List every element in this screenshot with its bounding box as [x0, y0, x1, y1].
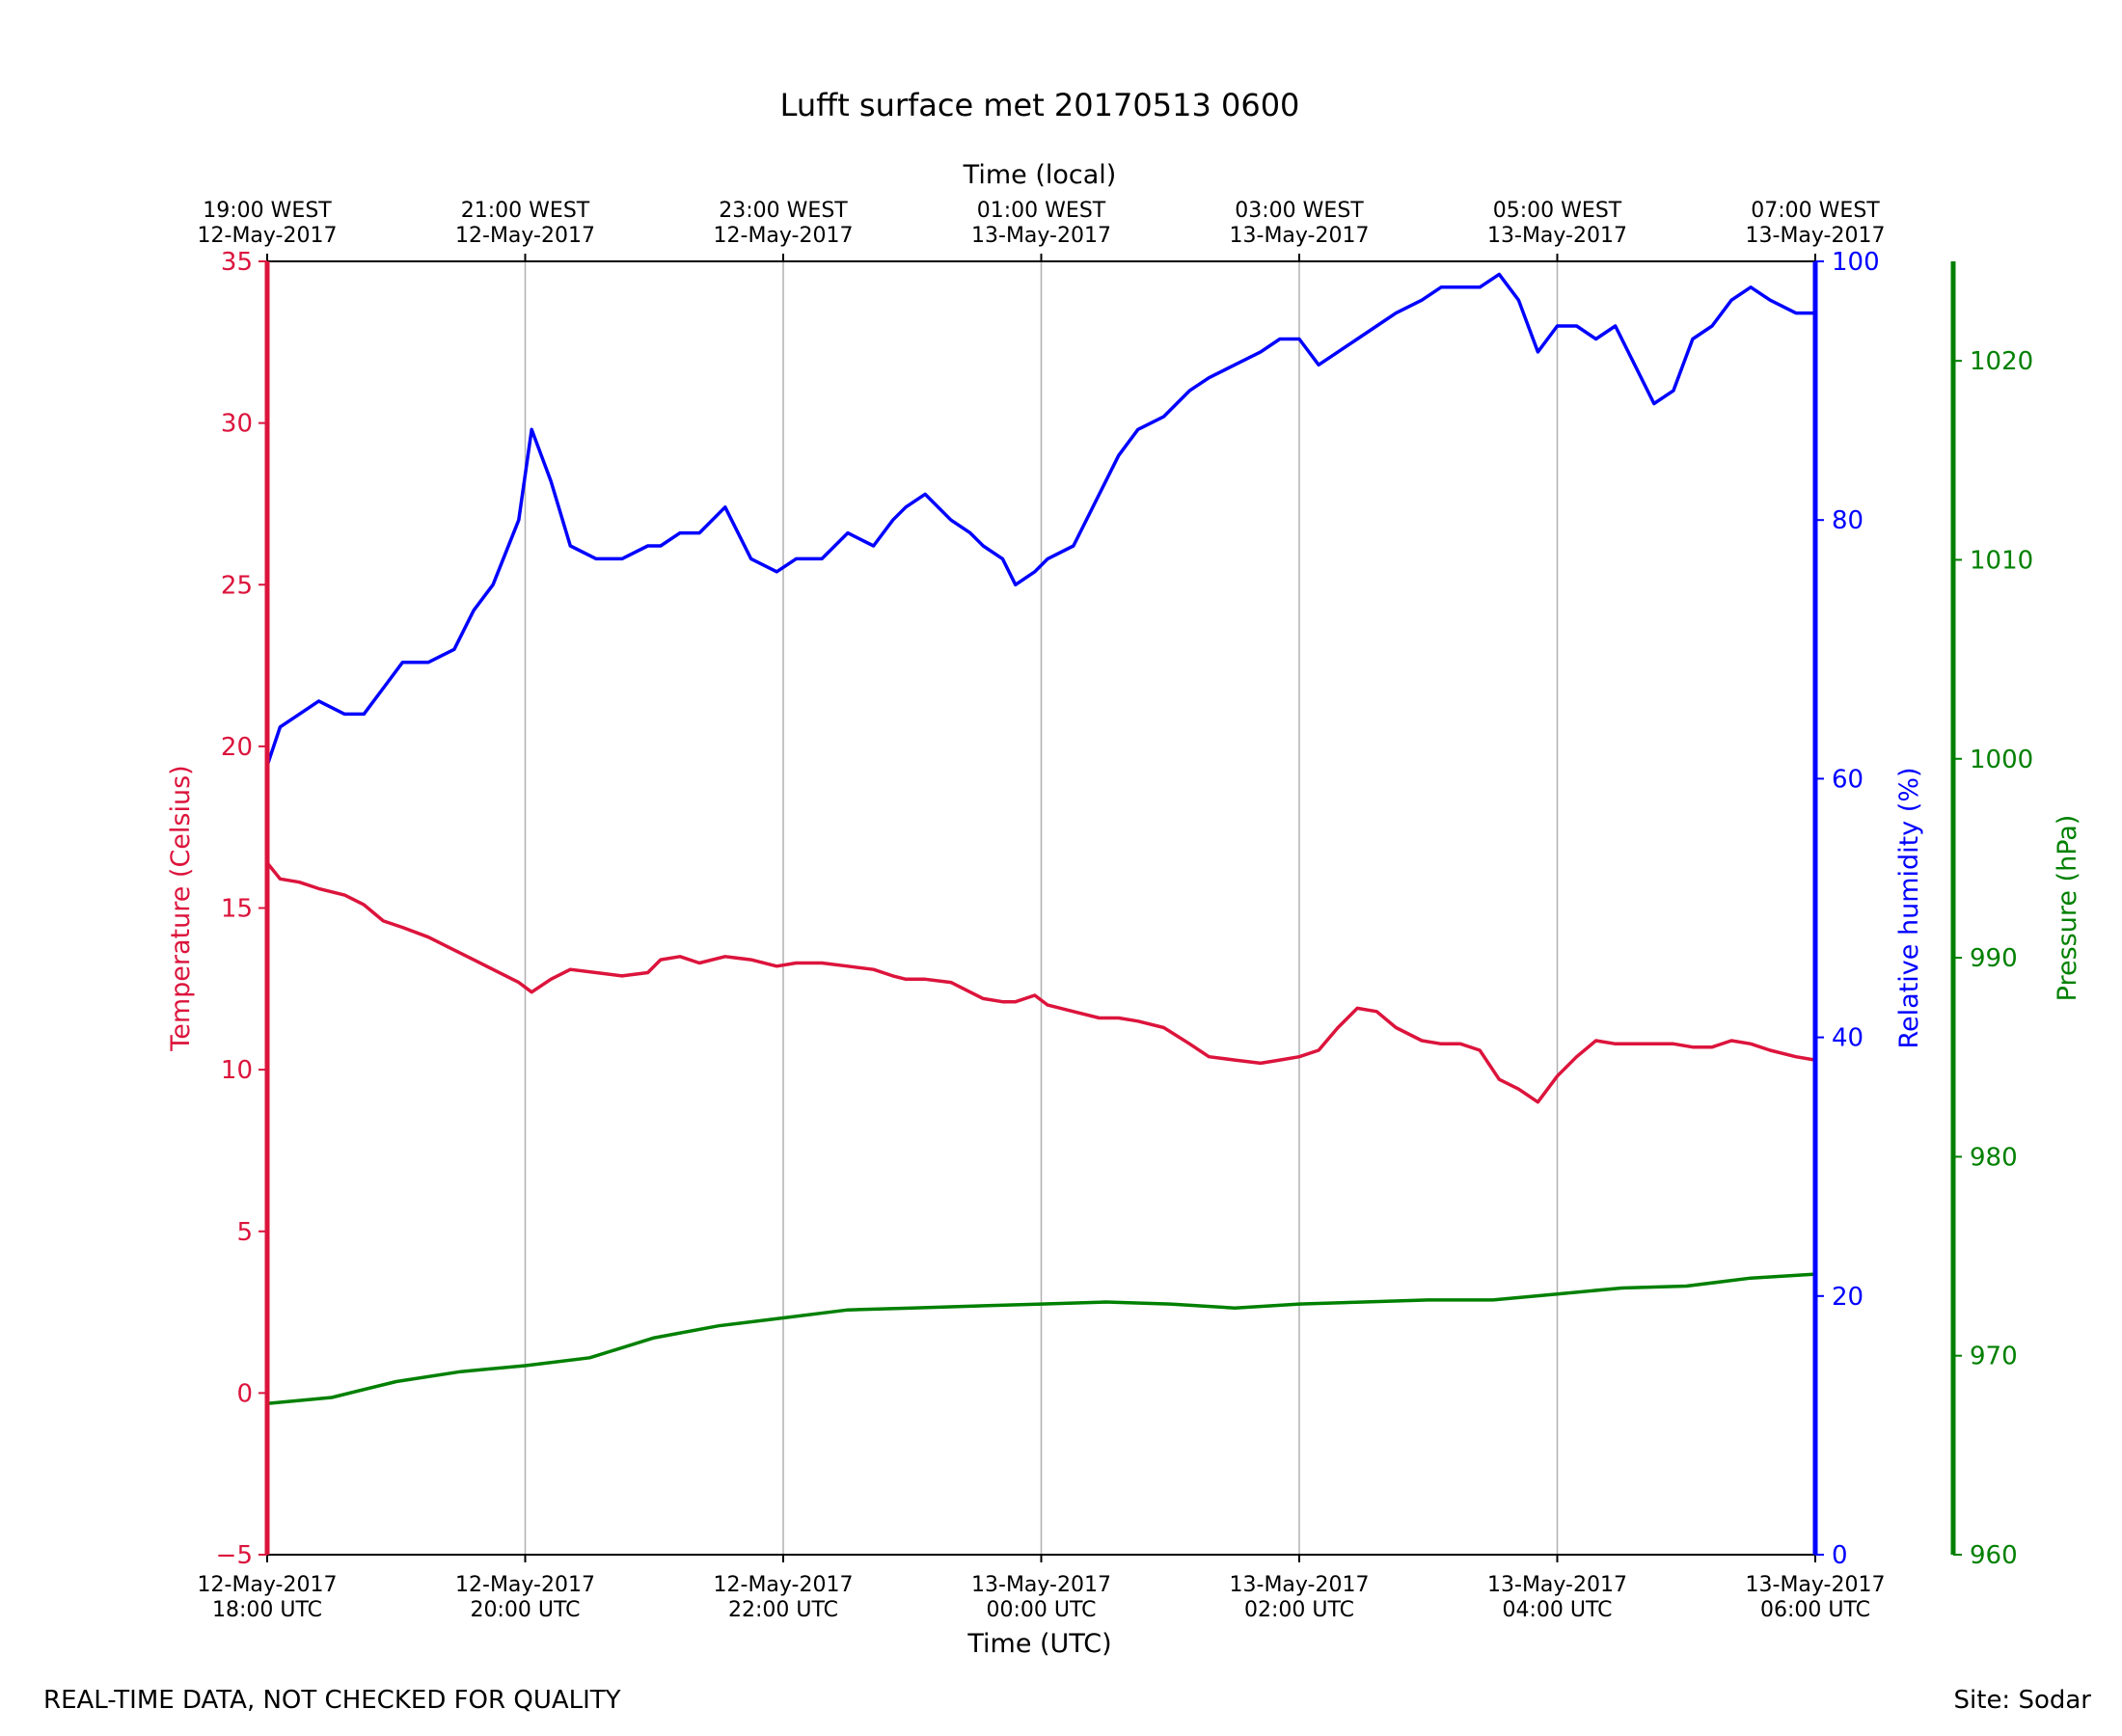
humidity-tick-label: 20 — [1832, 1283, 1864, 1312]
x-tick-label: 12-May-2017 — [714, 1573, 854, 1597]
temperature-axis-label: Temperature (Celsius) — [166, 765, 196, 1051]
x-axis-label: Time (UTC) — [966, 1629, 1111, 1659]
x-tick-label: 12-May-2017 — [455, 1573, 595, 1597]
temperature-tick-label: 15 — [221, 895, 253, 924]
pressure-tick-label: 990 — [1970, 944, 2018, 973]
top-x-tick-label: 05:00 WEST — [1493, 199, 1622, 223]
top-x-axis-label: Time (local) — [963, 160, 1117, 190]
temperature-tick-label: 0 — [236, 1379, 253, 1408]
top-x-tick-label: 13-May-2017 — [971, 224, 1111, 248]
vertical-grid — [524, 261, 1559, 1555]
temperature-tick-label: 35 — [221, 248, 253, 277]
site-label: Site: Sodar — [1953, 1686, 2091, 1715]
pressure-tick-label: 1010 — [1970, 546, 2033, 575]
temperature-tick-label: −5 — [216, 1541, 253, 1570]
temperature-tick-label: 5 — [236, 1218, 253, 1247]
humidity-tick-label: 0 — [1832, 1541, 1848, 1570]
top-x-tick-label: 12-May-2017 — [198, 224, 338, 248]
temperature-series-line — [265, 861, 1816, 1104]
top-x-tick-label: 03:00 WEST — [1235, 199, 1364, 223]
pressure-tick-label: 960 — [1970, 1541, 2018, 1570]
pressure-tick-label: 1000 — [1970, 746, 2033, 774]
top-x-tick-label: 13-May-2017 — [1487, 224, 1627, 248]
pressure-tick-label: 980 — [1970, 1143, 2018, 1172]
temperature-tick-label: 10 — [221, 1056, 253, 1085]
top-x-tick-label: 07:00 WEST — [1751, 199, 1880, 223]
top-x-tick-label: 01:00 WEST — [977, 199, 1106, 223]
humidity-tick-label: 40 — [1832, 1024, 1864, 1053]
x-tick-label: 13-May-2017 — [1746, 1573, 1886, 1597]
temperature-tick-label: 25 — [221, 571, 253, 600]
x-tick-label: 02:00 UTC — [1244, 1598, 1354, 1622]
humidity-tick-label: 60 — [1832, 765, 1864, 794]
x-tick-label: 13-May-2017 — [1487, 1573, 1627, 1597]
pressure-tick-label: 970 — [1970, 1343, 2018, 1371]
chart-title: Lufft surface met 20170513 0600 — [780, 87, 1300, 123]
temperature-tick-label: 30 — [221, 410, 253, 439]
top-x-tick-label: 12-May-2017 — [455, 224, 595, 248]
top-x-tick-label: 23:00 WEST — [719, 199, 848, 223]
humidity-series-line — [265, 272, 1815, 767]
humidity-tick-label: 80 — [1832, 506, 1864, 535]
humidity-axis-label: Relative humidity (%) — [1894, 767, 1924, 1048]
humidity-tick-label: 100 — [1832, 248, 1880, 277]
top-x-tick-label: 13-May-2017 — [1230, 224, 1370, 248]
pressure-axis-label: Pressure (hPa) — [2053, 815, 2082, 1002]
x-tick-label: 18:00 UTC — [212, 1598, 322, 1622]
x-tick-label: 06:00 UTC — [1760, 1598, 1870, 1622]
top-x-tick-label: 13-May-2017 — [1746, 224, 1886, 248]
top-x-tick-label: 19:00 WEST — [203, 199, 332, 223]
x-tick-label: 22:00 UTC — [728, 1598, 838, 1622]
x-tick-label: 04:00 UTC — [1502, 1598, 1612, 1622]
x-tick-label: 13-May-2017 — [971, 1573, 1111, 1597]
pressure-series-line — [266, 1272, 1816, 1405]
pressure-tick-label: 1020 — [1970, 347, 2033, 376]
quality-disclaimer: REAL-TIME DATA, NOT CHECKED FOR QUALITY — [43, 1686, 621, 1715]
x-tick-label: 00:00 UTC — [986, 1598, 1096, 1622]
top-x-tick-label: 12-May-2017 — [714, 224, 854, 248]
x-tick-label: 12-May-2017 — [198, 1573, 338, 1597]
plot-series — [265, 272, 1816, 1405]
x-tick-label: 20:00 UTC — [470, 1598, 580, 1622]
top-x-tick-label: 21:00 WEST — [461, 199, 590, 223]
x-tick-label: 13-May-2017 — [1230, 1573, 1370, 1597]
temperature-tick-label: 20 — [221, 733, 253, 762]
